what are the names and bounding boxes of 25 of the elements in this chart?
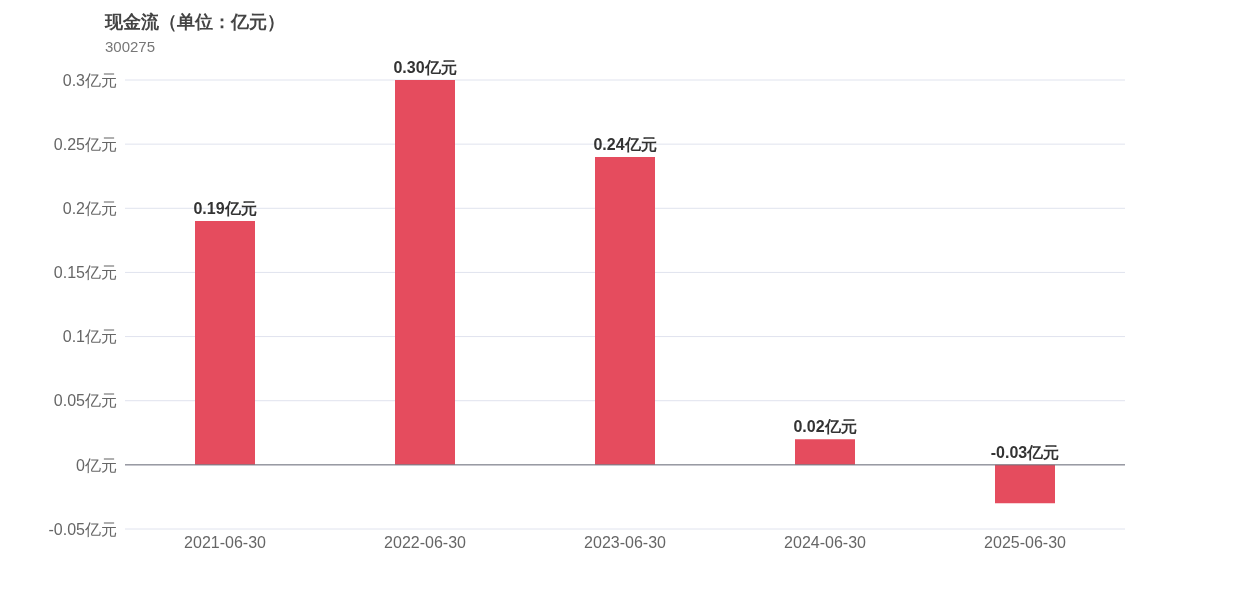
y-tick-label: -0.05亿元 [48, 520, 117, 538]
data-label: -0.03亿元 [990, 443, 1060, 461]
data-label: 0.24亿元 [593, 135, 657, 153]
y-tick-label: 0.2亿元 [62, 199, 117, 217]
x-tick-label: 2022-06-30 [384, 534, 467, 552]
x-tick-label: 2021-06-30 [184, 534, 267, 552]
data-label: 0.30亿元 [393, 59, 457, 76]
data-label: 0.02亿元 [793, 418, 857, 436]
y-tick-label: 0.05亿元 [53, 392, 117, 410]
x-tick-label: 2024-06-30 [784, 534, 867, 552]
bar [595, 156, 655, 465]
y-tick-label: 0.3亿元 [62, 71, 117, 89]
bar [195, 221, 255, 465]
y-tick-label: 0.15亿元 [53, 264, 117, 282]
y-tick-label: 0亿元 [76, 456, 117, 474]
x-tick-label: 2023-06-30 [584, 534, 667, 552]
chart-subtitle: 300275 [105, 38, 156, 55]
bar [395, 80, 455, 465]
bar [995, 464, 1055, 504]
data-label: 0.19亿元 [193, 200, 257, 218]
chart-title: 现金流（单位：亿元） [105, 11, 285, 34]
y-tick-label: 0.25亿元 [53, 135, 117, 153]
bar [795, 439, 855, 465]
x-tick-label: 2025-06-30 [984, 534, 1067, 552]
y-tick-label: 0.1亿元 [62, 328, 117, 346]
